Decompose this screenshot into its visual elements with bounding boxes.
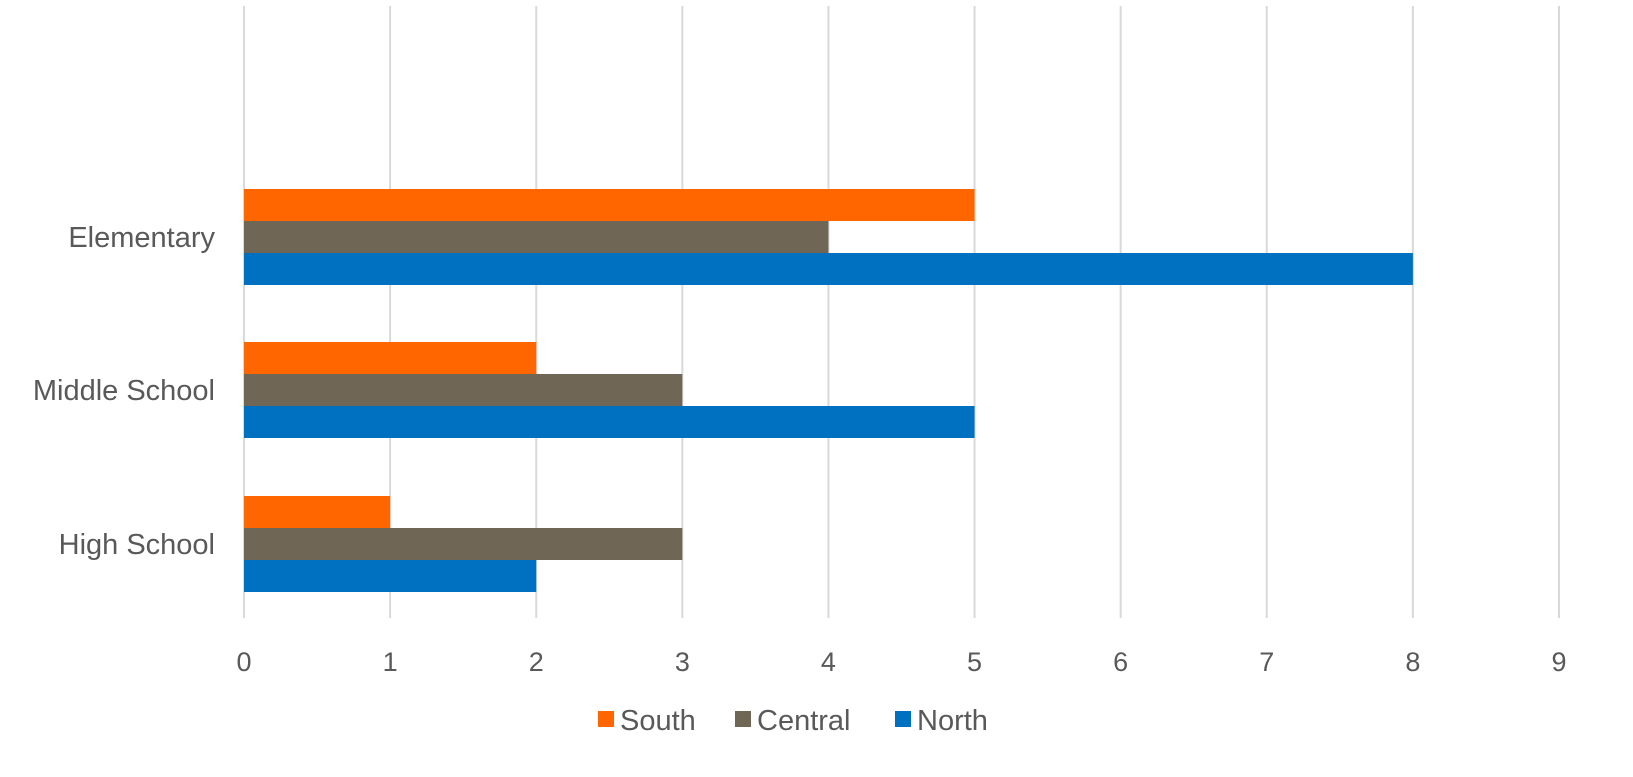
- x-tick-label: 8: [1405, 647, 1420, 677]
- legend-swatch-south: [598, 711, 614, 727]
- x-tick-label: 6: [1113, 647, 1128, 677]
- x-tick-label: 9: [1551, 647, 1566, 677]
- legend-label-south: South: [620, 705, 696, 737]
- legend-label-central: Central: [757, 705, 851, 737]
- x-tick-label: 5: [967, 647, 982, 677]
- bar-south-high-school: [244, 496, 391, 528]
- bar-north-high-school: [244, 560, 537, 592]
- bar-north-middle-school: [244, 406, 975, 438]
- category-labels: High School Middle School Elementary: [33, 222, 216, 561]
- bars: [244, 189, 1413, 592]
- bar-central-elementary: [244, 221, 829, 253]
- legend: South Central North: [598, 705, 988, 737]
- bar-central-middle-school: [244, 374, 683, 406]
- x-tick-label: 1: [383, 647, 398, 677]
- legend-label-north: North: [917, 705, 988, 737]
- category-label: Elementary: [68, 222, 215, 254]
- x-tick-label: 4: [821, 647, 836, 677]
- legend-swatch-central: [735, 711, 751, 727]
- x-tick-label: 7: [1259, 647, 1274, 677]
- bar-south-middle-school: [244, 342, 537, 374]
- bar-north-elementary: [244, 253, 1413, 285]
- x-tick-label: 3: [675, 647, 690, 677]
- legend-swatch-north: [895, 711, 911, 727]
- category-label: Middle School: [33, 375, 215, 407]
- bar-south-elementary: [244, 189, 975, 221]
- x-axis-tick-labels: 0 1 2 3 4 5 6 7 8 9: [236, 647, 1566, 677]
- gridlines: [243, 6, 1560, 618]
- category-label: High School: [59, 529, 215, 561]
- x-tick-label: 2: [529, 647, 544, 677]
- x-tick-label: 0: [236, 647, 251, 677]
- bar-central-high-school: [244, 528, 683, 560]
